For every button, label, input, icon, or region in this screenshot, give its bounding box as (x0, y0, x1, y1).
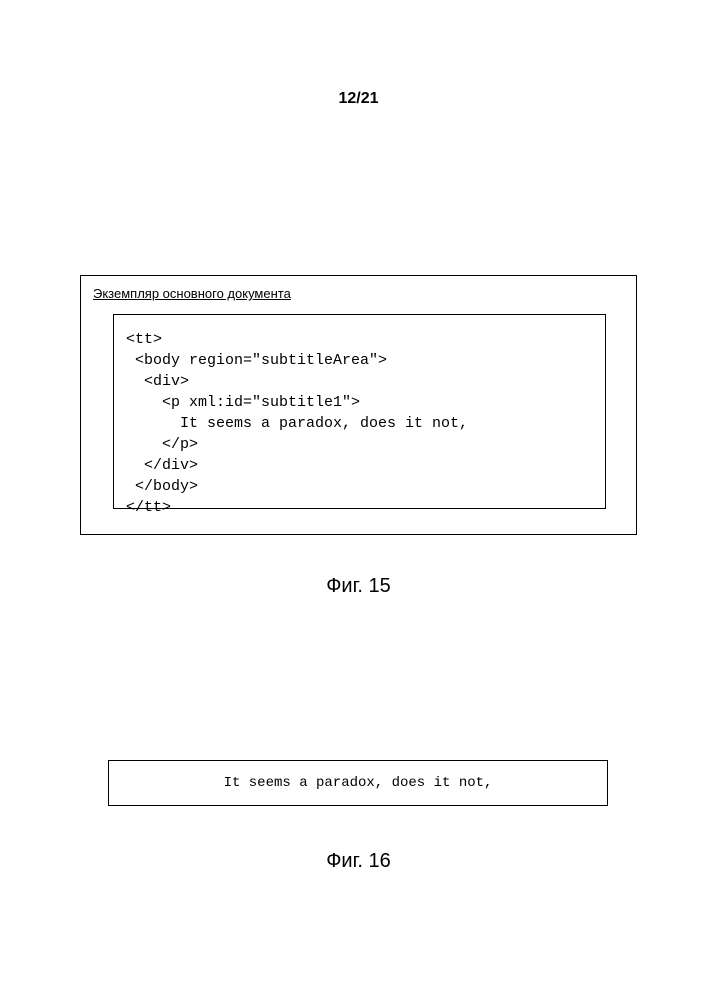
figure-16-label: Фиг. 16 (0, 850, 717, 873)
figure-16-box: It seems a paradox, does it not, (108, 760, 608, 806)
figure-15-header: Экземпляр основного документа (93, 286, 291, 301)
figure-15-outer-box: Экземпляр основного документа <tt> <body… (80, 275, 637, 535)
figure-15-code-box: <tt> <body region="subtitleArea"> <div> … (113, 314, 606, 509)
code-block: <tt> <body region="subtitleArea"> <div> … (126, 329, 593, 518)
figure-15-label: Фиг. 15 (0, 575, 717, 598)
page-number: 12/21 (0, 90, 717, 108)
figure-16-text: It seems a paradox, does it not, (109, 761, 607, 805)
